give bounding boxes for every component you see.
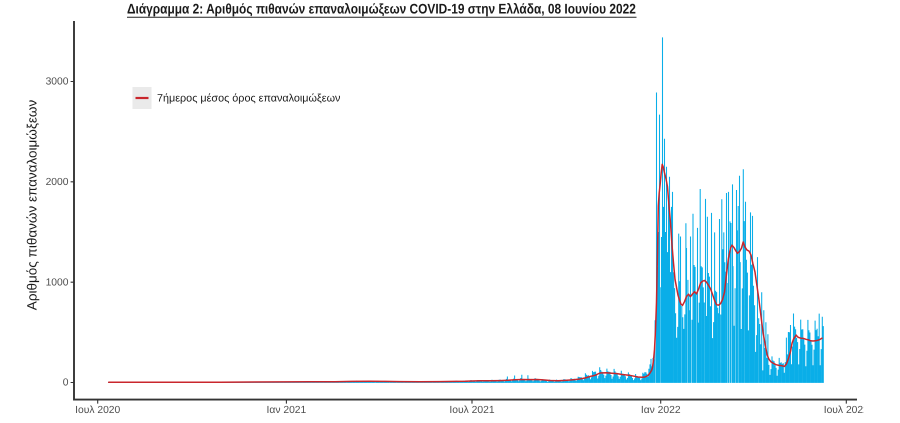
- svg-text:Ιουλ 2022: Ιουλ 2022: [824, 405, 869, 416]
- svg-text:3000: 3000: [46, 77, 69, 88]
- svg-text:Διάγραμμα 2: Αριθμός πιθανών ε: Διάγραμμα 2: Αριθμός πιθανών επαναλοιμώξ…: [127, 0, 636, 16]
- svg-text:Ιουλ 2021: Ιουλ 2021: [449, 405, 494, 416]
- svg-text:Ιαν 2022: Ιαν 2022: [641, 405, 681, 416]
- svg-text:1000: 1000: [46, 277, 69, 288]
- svg-text:0: 0: [63, 378, 69, 389]
- svg-text:7ήμερος μέσος όρος επαναλοιμώξ: 7ήμερος μέσος όρος επαναλοιμώξεων: [157, 93, 340, 105]
- svg-text:Ιουλ 2020: Ιουλ 2020: [75, 405, 120, 416]
- svg-text:2000: 2000: [46, 177, 69, 188]
- svg-text:Αριθμός πιθανών επαναλοιμώξεων: Αριθμός πιθανών επαναλοιμώξεων: [25, 100, 40, 311]
- svg-text:Ιαν 2021: Ιαν 2021: [267, 405, 307, 416]
